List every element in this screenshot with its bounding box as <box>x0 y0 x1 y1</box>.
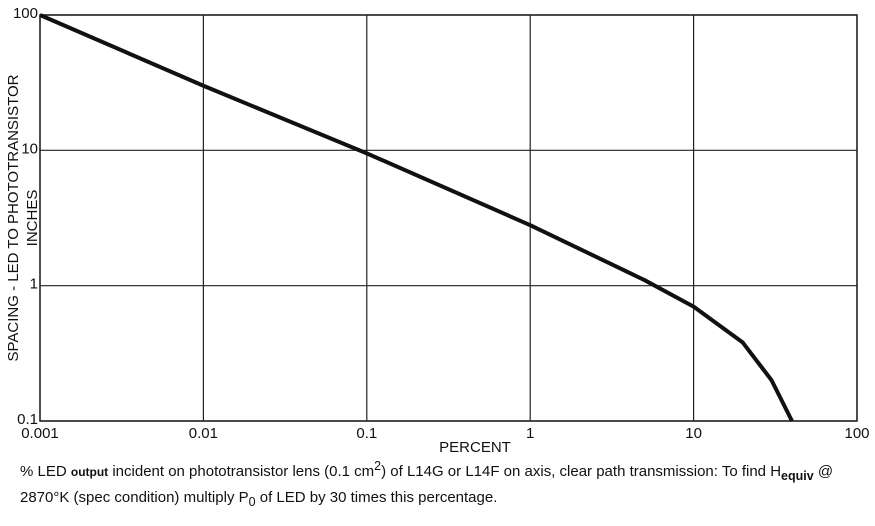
caption-text: 2 <box>374 459 382 473</box>
x-tick-label: 100 <box>844 425 869 442</box>
caption-text: 0 <box>248 495 256 509</box>
x-tick-label: 1 <box>526 425 534 442</box>
caption: % LED output incident on phototransistor… <box>20 456 850 513</box>
y-tick-label: 0.1 <box>17 411 38 428</box>
caption-text: % LED <box>20 463 71 480</box>
y-tick-label: 10 <box>21 140 38 157</box>
caption-text: ) of L14G or L14F on axis, clear path tr… <box>381 463 782 480</box>
y-axis-label: INCHES <box>24 190 41 247</box>
data-line <box>39 13 794 422</box>
caption-text: equiv <box>781 469 814 483</box>
chart: PERCENT SPACING - LED TO PHOTOTRANSISTOR… <box>5 5 870 456</box>
y-tick-label: 1 <box>30 276 38 293</box>
x-tick-label: 0.1 <box>356 425 377 442</box>
x-axis-label: PERCENT <box>439 439 511 455</box>
caption-text: output <box>70 465 109 479</box>
x-tick-label: 0.01 <box>189 425 218 442</box>
caption-text: of LED by 30 times this percentage. <box>255 489 498 506</box>
x-tick-label: 10 <box>685 425 702 442</box>
x-tick-label: 0.001 <box>21 425 59 442</box>
plot-frame <box>39 14 858 422</box>
y-axis-label: SPACING - LED TO PHOTOTRANSISTOR <box>5 74 22 361</box>
caption-text: incident on phototransistor lens (0.1 cm <box>108 463 375 480</box>
caption-text: @ 2870°K (spec condition) multiply P <box>20 463 834 506</box>
y-tick-label: 100 <box>13 5 38 22</box>
